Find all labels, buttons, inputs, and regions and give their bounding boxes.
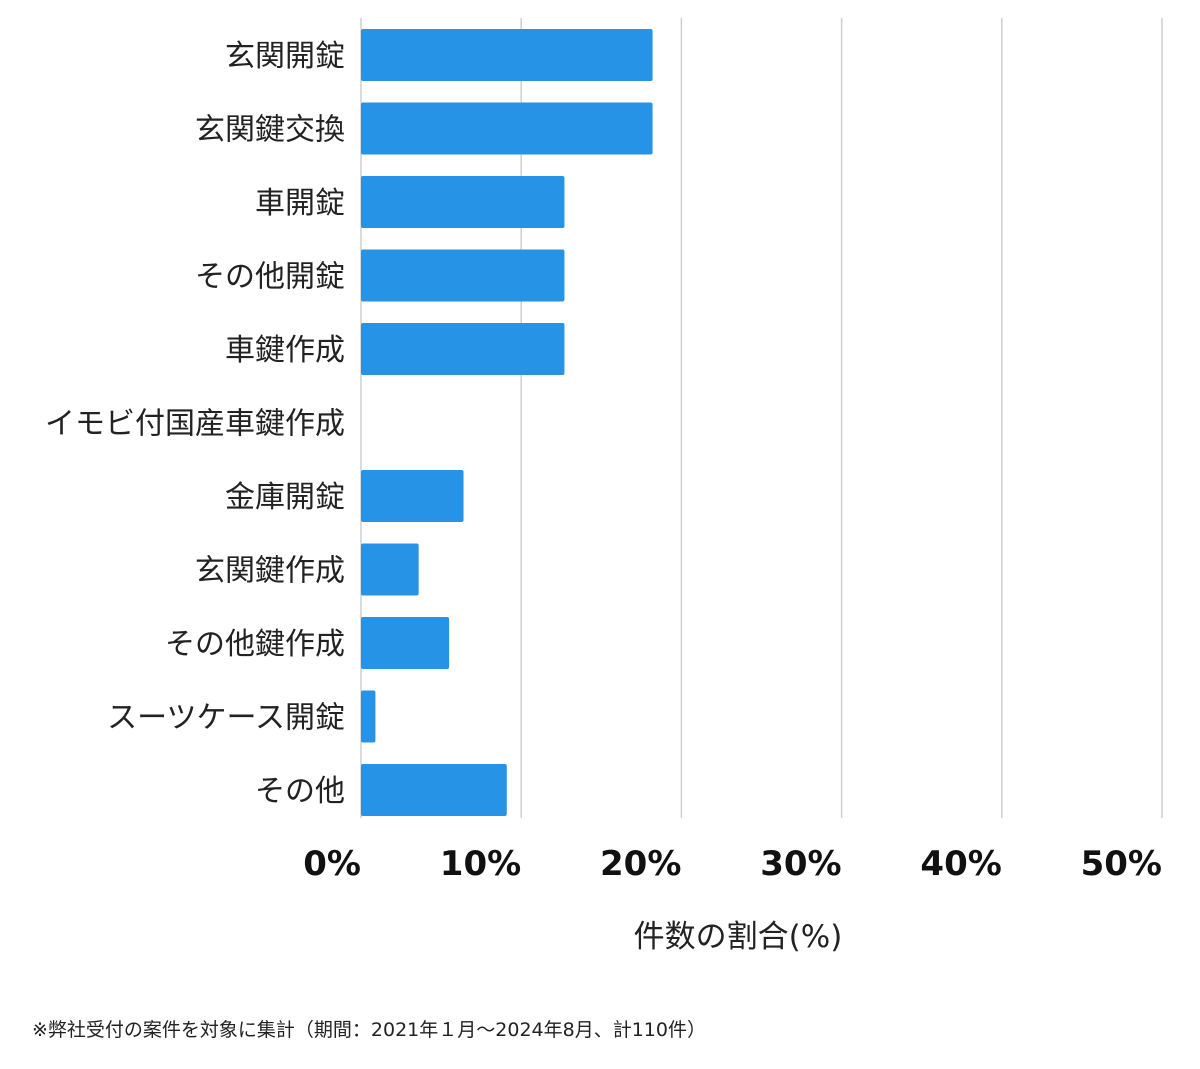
category-label: その他鍵作成 [165, 627, 345, 662]
category-label: その他 [255, 774, 345, 809]
category-label: 車鍵作成 [225, 333, 345, 368]
bar [361, 323, 565, 375]
x-tick-label: 40% [920, 844, 1001, 884]
bar [361, 176, 565, 228]
bars [361, 29, 653, 816]
x-tick-label: 30% [760, 844, 841, 884]
x-tick-label: 50% [1081, 844, 1162, 884]
bar-chart: 玄関開錠玄関鍵交換車開錠その他開錠車鍵作成イモビ付国産車鍵作成金庫開錠玄関鍵作成… [45, 18, 1163, 955]
category-label: その他開錠 [195, 260, 345, 295]
bar [361, 249, 565, 302]
bar [361, 617, 450, 669]
bar [361, 102, 653, 155]
category-labels: 玄関開錠玄関鍵交換車開錠その他開錠車鍵作成イモビ付国産車鍵作成金庫開錠玄関鍵作成… [45, 39, 345, 809]
x-tick-label: 20% [600, 844, 681, 884]
footnote: ※弊社受付の案件を対象に集計（期間：2021年１月～2024年8月、計110件） [32, 1019, 706, 1041]
category-label: 玄関鍵交換 [195, 113, 345, 148]
x-axis-title: 件数の割合(%) [634, 919, 843, 955]
bar [361, 764, 507, 816]
category-label: 車開錠 [255, 186, 345, 221]
category-label: スーツケース開錠 [107, 701, 345, 736]
bar [361, 470, 464, 522]
category-label: 玄関鍵作成 [195, 554, 345, 589]
x-tick-label: 10% [440, 844, 521, 884]
bar [361, 29, 653, 81]
bar [361, 690, 376, 743]
x-tick-label: 0% [303, 844, 361, 884]
bar [361, 543, 419, 596]
tick-labels: 0% 10% 20% 30% 40% 50% [303, 844, 1162, 884]
category-label: 玄関開錠 [225, 39, 345, 74]
category-label: 金庫開錠 [225, 480, 345, 515]
category-label: イモビ付国産車鍵作成 [45, 407, 345, 442]
